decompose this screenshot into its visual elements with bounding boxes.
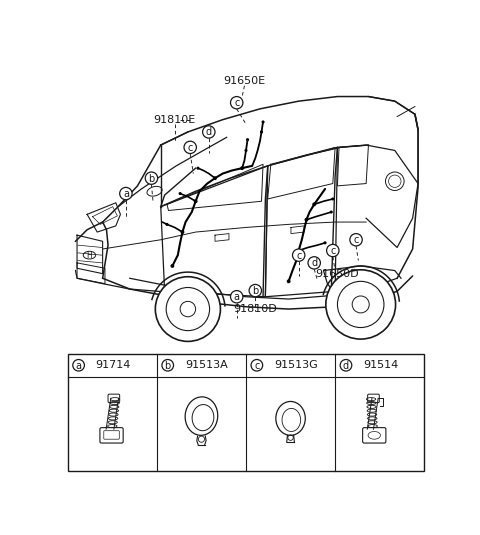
Circle shape bbox=[120, 187, 132, 200]
Circle shape bbox=[73, 360, 84, 371]
Circle shape bbox=[179, 192, 181, 195]
Text: a: a bbox=[234, 292, 240, 302]
Circle shape bbox=[170, 264, 174, 268]
Circle shape bbox=[340, 360, 352, 371]
Circle shape bbox=[194, 200, 198, 203]
Circle shape bbox=[249, 285, 262, 297]
Text: c: c bbox=[234, 98, 240, 108]
Text: 91513A: 91513A bbox=[185, 360, 228, 370]
Circle shape bbox=[203, 126, 215, 138]
Text: b: b bbox=[148, 173, 155, 184]
Text: c: c bbox=[254, 361, 260, 371]
Circle shape bbox=[350, 234, 362, 246]
Circle shape bbox=[145, 172, 157, 185]
Circle shape bbox=[240, 166, 244, 170]
Text: c: c bbox=[330, 246, 336, 256]
Text: 91714: 91714 bbox=[96, 360, 131, 370]
Bar bbox=[68, 354, 424, 471]
Text: a: a bbox=[75, 361, 82, 371]
Text: 91650E: 91650E bbox=[223, 76, 265, 86]
Circle shape bbox=[287, 279, 290, 283]
Circle shape bbox=[297, 249, 300, 253]
Circle shape bbox=[166, 223, 168, 226]
Circle shape bbox=[196, 166, 200, 170]
Text: d: d bbox=[343, 361, 349, 371]
Circle shape bbox=[213, 176, 217, 180]
Circle shape bbox=[326, 270, 396, 339]
Circle shape bbox=[292, 249, 305, 261]
Circle shape bbox=[230, 96, 243, 109]
Text: c: c bbox=[188, 143, 193, 153]
Circle shape bbox=[312, 202, 316, 207]
Circle shape bbox=[324, 241, 326, 244]
Text: d: d bbox=[311, 258, 317, 268]
Text: 91810D: 91810D bbox=[233, 304, 277, 314]
Circle shape bbox=[330, 210, 333, 213]
Text: c: c bbox=[296, 250, 301, 261]
Circle shape bbox=[326, 244, 339, 257]
Circle shape bbox=[162, 360, 174, 371]
Circle shape bbox=[331, 197, 335, 201]
Text: c: c bbox=[353, 235, 359, 245]
Circle shape bbox=[180, 230, 184, 234]
Text: d: d bbox=[206, 127, 212, 137]
Text: 91514: 91514 bbox=[363, 360, 398, 370]
Circle shape bbox=[246, 138, 249, 141]
Text: H: H bbox=[86, 251, 92, 260]
Circle shape bbox=[184, 141, 196, 154]
Circle shape bbox=[251, 360, 263, 371]
Circle shape bbox=[304, 218, 308, 221]
Circle shape bbox=[308, 257, 321, 269]
Text: 91810E: 91810E bbox=[154, 114, 196, 125]
Circle shape bbox=[230, 291, 243, 303]
Text: 91650D: 91650D bbox=[316, 269, 359, 279]
Text: a: a bbox=[123, 189, 129, 199]
Text: b: b bbox=[252, 286, 258, 296]
Circle shape bbox=[262, 120, 264, 124]
Circle shape bbox=[156, 277, 220, 341]
Text: b: b bbox=[165, 361, 171, 371]
Circle shape bbox=[244, 149, 248, 152]
Circle shape bbox=[260, 131, 263, 134]
Text: 91513G: 91513G bbox=[274, 360, 318, 370]
